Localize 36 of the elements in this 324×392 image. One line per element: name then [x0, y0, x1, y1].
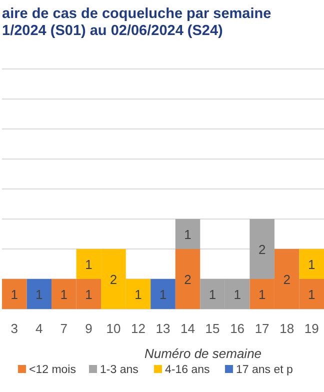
data-label: 1 [10, 287, 18, 302]
chart-title: aire de cas de coqueluche par semaine 1/2024 (S01) au 02/06/2024 (S24) [2, 6, 272, 39]
x-tick-label: 15 [205, 321, 220, 336]
data-label: 2 [258, 242, 266, 257]
data-label: 1 [308, 287, 316, 302]
x-tick-label: 16 [230, 321, 245, 336]
x-tick-label: 3 [10, 321, 18, 336]
x-tick-label: 18 [280, 321, 294, 336]
legend-label: <12 mois [29, 364, 76, 376]
x-tick-label: 17 [254, 321, 270, 336]
x-tick-label: 10 [106, 321, 121, 336]
data-label: 1 [36, 287, 43, 302]
x-tick-label: 19 [304, 321, 319, 336]
data-label: 1 [60, 287, 68, 302]
legend-label: 17 ans et p [236, 364, 293, 376]
data-label: 2 [110, 272, 118, 287]
x-tick-label: 13 [156, 321, 170, 336]
data-label: 1 [208, 287, 216, 302]
legend-label: 4-16 ans [165, 364, 210, 376]
data-label: 2 [184, 272, 192, 287]
data-label: 1 [234, 287, 241, 302]
x-tick-label: 7 [60, 321, 68, 336]
x-axis-title: Numéro de semaine [144, 346, 262, 361]
data-label: 1 [85, 257, 92, 272]
data-label: 1 [258, 287, 266, 302]
data-label: 1 [159, 287, 167, 302]
x-tick-label: 12 [130, 321, 146, 336]
x-tick-label: 9 [85, 321, 92, 336]
x-tick-label: 4 [36, 321, 43, 336]
data-label: 1 [308, 257, 316, 272]
data-label: 2 [283, 272, 290, 287]
data-label: 1 [184, 227, 192, 242]
data-label: 1 [134, 287, 142, 302]
data-label: 1 [85, 287, 92, 302]
legend-label: 1-3 ans [100, 364, 139, 376]
x-tick-label: 14 [180, 321, 196, 336]
